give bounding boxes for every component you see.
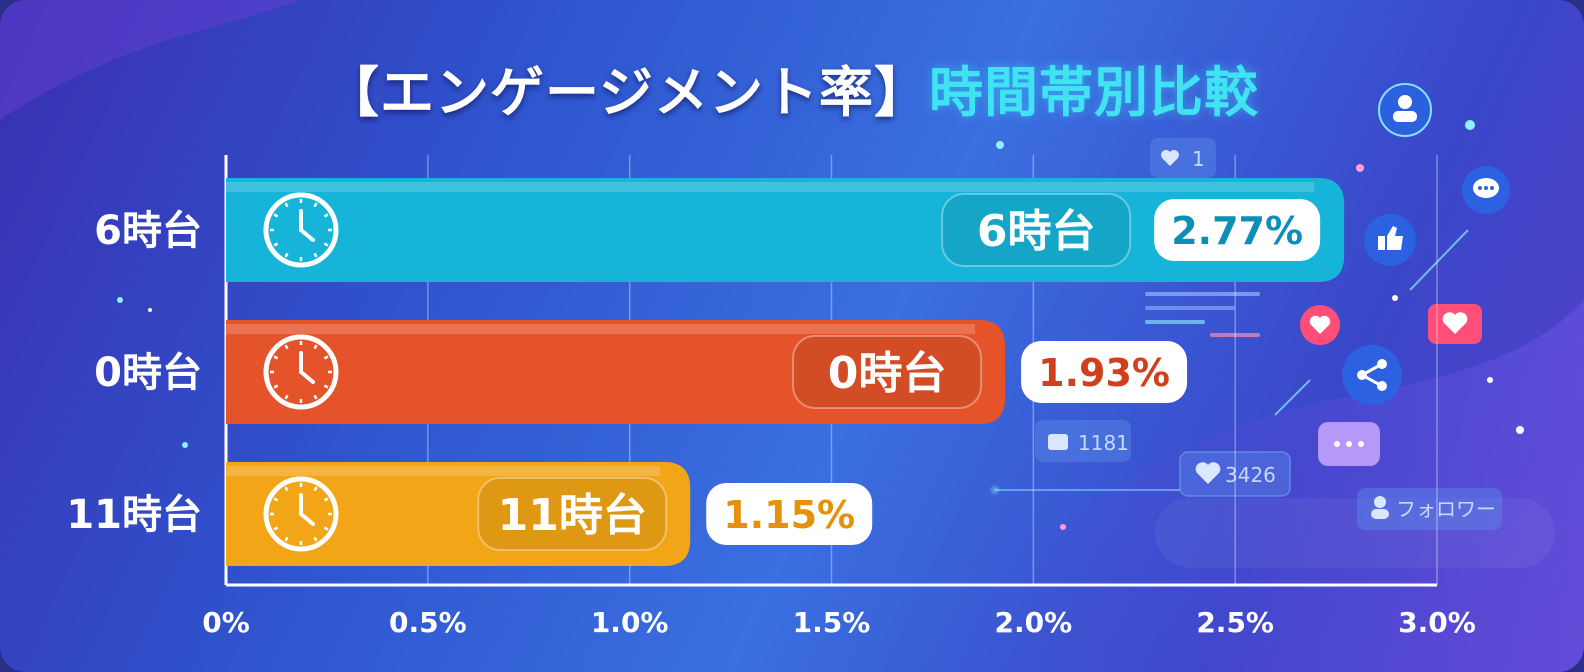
value-label-0: 2.77%	[1171, 209, 1303, 253]
clock-icon	[263, 192, 339, 268]
badge-text-1181: 1181	[1078, 431, 1129, 455]
inbar-category-label-0: 6時台	[977, 206, 1096, 257]
bar-highlight-0	[226, 182, 1315, 192]
bar-highlight-1	[226, 324, 976, 334]
like-badge-1181: 1181	[1035, 420, 1131, 462]
badge-text-1: 1	[1192, 147, 1205, 171]
chart-title: 【エンゲージメント率】時間帯別比較	[0, 48, 1584, 127]
value-label-1: 1.93%	[1038, 351, 1170, 395]
value-label-2: 1.15%	[723, 493, 855, 537]
x-axis: 0% 0.5% 1.0% 1.5% 2.0% 2.5% 3.0%	[202, 583, 1476, 639]
heart-icon	[1161, 150, 1179, 166]
badge-text-follower: フォロワー	[1396, 497, 1496, 521]
value-pill-1	[1021, 341, 1188, 403]
badge-text-3426: 3426	[1225, 463, 1276, 487]
inbar-category-label-2: 11時台	[498, 490, 647, 541]
thumbs-up-icon	[1048, 434, 1068, 450]
x-tick-label-5: 2.5%	[1196, 606, 1274, 639]
bars: 6時台 6時台 2.77% 0時台 0時台 1.93% 11時台 11時台 1.15%	[66, 178, 1345, 566]
clock-icon	[263, 334, 339, 410]
bar-1	[226, 320, 1006, 424]
x-tick-label-2: 1.0%	[591, 606, 669, 639]
share-icon	[1342, 345, 1402, 405]
x-tick-label-6: 3.0%	[1398, 606, 1476, 639]
bar-2	[226, 462, 691, 566]
clock-icon	[263, 476, 339, 552]
x-tick-label-3: 1.5%	[793, 606, 871, 639]
inbar-pill-0	[941, 193, 1132, 267]
bar-group-0: 6時台 6時台 2.77%	[94, 178, 1345, 282]
thumbs-up-icon	[1364, 214, 1416, 266]
bar-0	[226, 178, 1345, 282]
title-part1: 【エンゲージメント率】	[325, 61, 929, 124]
x-tick-label-4: 2.0%	[995, 606, 1073, 639]
x-tick-label-1: 0.5%	[389, 606, 467, 639]
bar-group-2: 11時台 11時台 1.15%	[66, 462, 873, 566]
inbar-pill-2	[477, 477, 668, 551]
value-pill-0	[1154, 199, 1321, 261]
title-part2: 時間帯別比較	[928, 61, 1259, 124]
category-label-1: 0時台	[94, 350, 202, 396]
heart-badge-1: 1	[1150, 138, 1216, 178]
category-label-2: 11時台	[66, 492, 202, 538]
follower-badge: フォロワー	[1357, 488, 1502, 530]
bar-group-1: 0時台 0時台 1.93%	[94, 320, 1188, 424]
inbar-pill-1	[792, 335, 983, 409]
x-tick-label-0: 0%	[202, 606, 250, 639]
chat-icon	[1318, 422, 1380, 466]
value-pill-2	[706, 483, 873, 545]
category-label-0: 6時台	[94, 208, 202, 254]
heart-icon	[1195, 462, 1221, 484]
user-icon	[1374, 496, 1386, 508]
inbar-category-label-1: 0時台	[828, 348, 947, 399]
heart-badge-3426: 3426	[1179, 451, 1291, 497]
decoration-badges: 1 1181 3426 フォロワー	[1035, 138, 1502, 530]
chat-icon	[1462, 166, 1510, 214]
bar-highlight-2	[226, 466, 661, 476]
heart-icon	[1428, 304, 1482, 344]
decoration-icons	[1300, 83, 1510, 466]
user-icon	[1378, 83, 1432, 137]
heart-icon	[1300, 305, 1340, 345]
